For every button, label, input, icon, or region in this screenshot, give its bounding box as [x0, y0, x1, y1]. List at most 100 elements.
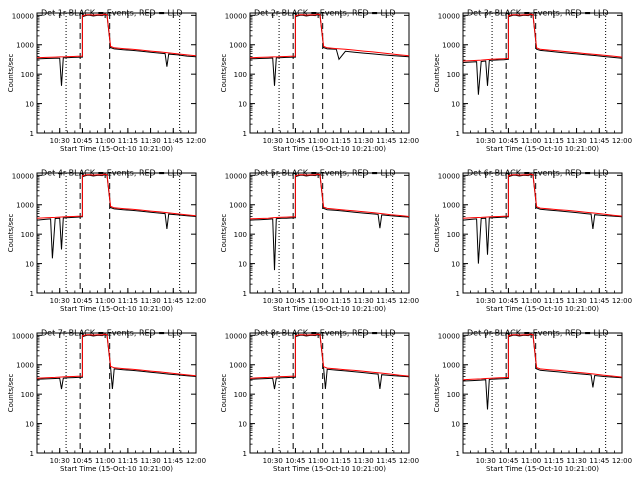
y-tick-label: 10 [451, 101, 460, 109]
chart-title: Det 5r BLACK = Events, RED = LLD [254, 169, 396, 178]
x-tick-label: 12:00 [399, 297, 419, 305]
plot-frame [36, 332, 197, 454]
y-tick-label: 1000 [229, 202, 247, 210]
x-tick-label: 11:30 [566, 297, 586, 305]
chart-title: Det 6r BLACK = Events, RED = LLD [467, 169, 609, 178]
x-tick-label: 11:15 [118, 137, 138, 145]
x-axis-label: Start Time (15-Oct-10 10:21:00) [60, 145, 173, 153]
series-line-lld [249, 333, 410, 379]
x-tick-label: 12:00 [399, 457, 419, 465]
x-tick-label: 10:45 [498, 297, 518, 305]
chart-title: Det 8r BLACK = Events, RED = LLD [254, 329, 396, 338]
series-line-events [36, 334, 197, 390]
series-line-lld [36, 333, 197, 379]
y-tick-label: 1 [243, 130, 247, 138]
x-tick-label: 11:45 [376, 137, 396, 145]
x-axis-label: Start Time (15-Oct-10 10:21:00) [60, 305, 173, 313]
x-tick-label: 11:30 [353, 457, 373, 465]
y-tick-label: 1 [30, 290, 34, 298]
x-tick-label: 11:45 [589, 137, 609, 145]
y-tick-label: 10 [238, 421, 247, 429]
chart-title: Det 1r BLACK = Events, RED = LLD [41, 9, 183, 18]
y-tick-label: 1 [243, 290, 247, 298]
x-tick-label: 11:00 [95, 137, 115, 145]
x-tick-label: 12:00 [186, 297, 206, 305]
x-tick-label: 10:45 [72, 457, 92, 465]
y-tick-label: 10 [451, 261, 460, 269]
y-tick-label: 10 [25, 421, 34, 429]
x-tick-label: 12:00 [399, 137, 419, 145]
y-tick-label: 10000 [225, 172, 247, 180]
x-tick-label: 11:30 [140, 457, 160, 465]
series-line-lld [249, 173, 410, 220]
chart-title: Det 7r BLACK = Events, RED = LLD [41, 329, 183, 338]
y-axis-label: Counts/sec [433, 214, 441, 253]
y-tick-label: 1 [456, 290, 460, 298]
x-tick-label: 10:45 [285, 297, 305, 305]
chart-title: Det 9r BLACK = Events, RED = LLD [467, 329, 609, 338]
series-line-events [249, 174, 410, 271]
x-tick-label: 10:30 [476, 297, 496, 305]
chart-panel: Det 9r BLACK = Events, RED = LLD 1 10 100 10… [433, 329, 632, 474]
x-axis-label: Start Time (15-Oct-10 10:21:00) [273, 465, 386, 473]
y-axis-label: Counts/sec [7, 214, 15, 253]
y-axis-label: Counts/sec [433, 54, 441, 93]
x-tick-label: 11:00 [521, 457, 541, 465]
chart-panel: Det 8r BLACK = Events, RED = LLD 1 10 100 10… [220, 329, 419, 474]
series-line-events [249, 14, 410, 86]
y-tick-label: 10000 [438, 12, 460, 20]
y-axis-label: Counts/sec [7, 54, 15, 93]
plot-frame [36, 12, 197, 134]
x-tick-label: 11:30 [566, 457, 586, 465]
plot-frame [249, 12, 410, 134]
x-tick-label: 11:30 [140, 137, 160, 145]
x-axis-label: Start Time (15-Oct-10 10:21:00) [486, 465, 599, 473]
x-tick-label: 11:45 [589, 457, 609, 465]
x-tick-label: 11:45 [589, 297, 609, 305]
plot-frame [462, 332, 623, 454]
x-tick-label: 12:00 [186, 137, 206, 145]
x-axis-label: Start Time (15-Oct-10 10:21:00) [60, 465, 173, 473]
y-tick-label: 100 [447, 231, 460, 239]
y-tick-label: 10000 [438, 332, 460, 340]
x-tick-label: 10:30 [50, 137, 70, 145]
x-tick-label: 10:30 [50, 297, 70, 305]
x-axis-label: Start Time (15-Oct-10 10:21:00) [486, 305, 599, 313]
y-tick-label: 100 [234, 71, 247, 79]
x-tick-label: 10:30 [263, 457, 283, 465]
x-tick-label: 11:15 [118, 457, 138, 465]
y-tick-label: 1 [30, 130, 34, 138]
series-line-events [36, 14, 197, 86]
y-tick-label: 10000 [225, 12, 247, 20]
series-line-lld [462, 173, 623, 219]
x-tick-label: 10:30 [476, 137, 496, 145]
x-tick-label: 11:00 [95, 457, 115, 465]
y-tick-label: 100 [21, 391, 34, 399]
series-line-events [36, 174, 197, 259]
x-tick-label: 11:00 [308, 137, 328, 145]
chart-panel: Det 5r BLACK = Events, RED = LLD 1 10 100 10… [220, 169, 419, 314]
x-tick-label: 10:45 [498, 137, 518, 145]
series-line-events [462, 14, 623, 95]
x-tick-label: 11:00 [521, 137, 541, 145]
x-axis-label: Start Time (15-Oct-10 10:21:00) [273, 305, 386, 313]
series-line-lld [462, 13, 623, 62]
y-tick-label: 1000 [442, 362, 460, 370]
plot-frame [462, 172, 623, 294]
y-tick-label: 1000 [16, 362, 34, 370]
x-tick-label: 12:00 [612, 137, 632, 145]
series-line-events [462, 334, 623, 410]
y-tick-label: 10000 [225, 332, 247, 340]
x-tick-label: 11:15 [544, 297, 564, 305]
y-tick-label: 10 [238, 101, 247, 109]
y-tick-label: 10 [238, 261, 247, 269]
x-tick-label: 11:45 [163, 137, 183, 145]
y-tick-label: 10000 [438, 172, 460, 180]
chart-panel: Det 6r BLACK = Events, RED = LLD 1 10 100 10… [433, 169, 632, 314]
plot-frame [462, 12, 623, 134]
y-axis-label: Counts/sec [220, 54, 228, 93]
x-tick-label: 10:45 [285, 137, 305, 145]
x-tick-label: 11:00 [308, 457, 328, 465]
